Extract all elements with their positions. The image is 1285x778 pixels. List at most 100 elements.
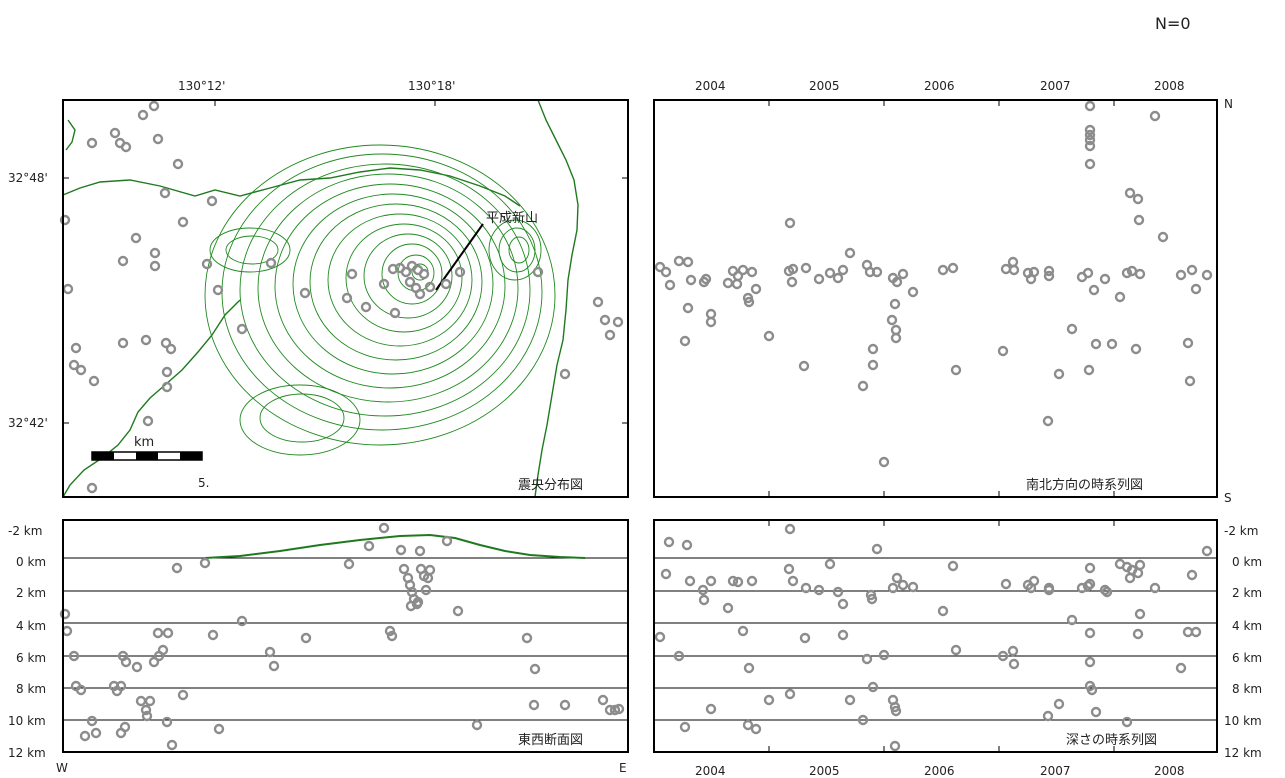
ns-event-marker (1043, 265, 1055, 277)
ns-event-marker (784, 217, 796, 229)
ns-frame (653, 99, 1218, 498)
depth-time-event-marker (997, 650, 1009, 662)
depth-time-event-marker (907, 581, 919, 593)
ns-event-marker (1088, 284, 1100, 296)
ns-event-marker (1149, 110, 1161, 122)
ns-event-marker (867, 343, 879, 355)
ew-event-marker (363, 540, 375, 552)
epicenter-map-panel: 130°12' 130°18' 32°48' 32°42' (8, 79, 629, 498)
ns-event-marker (682, 302, 694, 314)
depth-time-event-marker (697, 584, 709, 596)
epicenter-marker (109, 127, 121, 139)
ew-event-marker (144, 695, 156, 707)
dt-depth-label-0: 0 km (1232, 555, 1262, 569)
ns-event-marker (1083, 364, 1095, 376)
epicenter-marker (341, 292, 353, 304)
epicenter-marker (414, 288, 426, 300)
ns-event-marker (867, 359, 879, 371)
dt-depth-label-12: 12 km (1224, 746, 1262, 760)
ew-event-marker (268, 660, 280, 672)
volcano-pointer-line (435, 223, 484, 291)
ns-year-2004: 2004 (695, 79, 726, 93)
epicenter-marker (418, 268, 430, 280)
depth-time-event-marker (1186, 569, 1198, 581)
ns-event-marker (682, 256, 694, 268)
depth-time-event-marker (784, 688, 796, 700)
depth-time-events (654, 523, 1213, 752)
depth-time-event-marker (887, 582, 899, 594)
depth-time-event-marker (867, 681, 879, 693)
ns-event-marker (1134, 268, 1146, 280)
depth-time-event-marker (1099, 584, 1111, 596)
ew-event-marker (398, 563, 410, 575)
topographic-contours (204, 144, 556, 456)
ew-event-marker (131, 661, 143, 673)
ns-event-marker (1042, 415, 1054, 427)
ns-event-marker (832, 272, 844, 284)
ns-event-marker (1130, 343, 1142, 355)
ns-event-marker (1132, 193, 1144, 205)
depth-time-event-marker (937, 605, 949, 617)
depth-time-event-marker (897, 579, 909, 591)
ns-event-marker (798, 360, 810, 372)
depth-time-event-marker (1007, 645, 1019, 657)
depth-time-event-marker (673, 650, 685, 662)
ew-event-marker (236, 615, 248, 627)
epicenter-marker (389, 307, 401, 319)
ns-event-marker (786, 276, 798, 288)
epicenter-marker (360, 301, 372, 313)
ns-event-marker (705, 316, 717, 328)
epicenter-marker (592, 296, 604, 308)
ew-event-marker (424, 564, 436, 576)
epicenter-marker (159, 187, 171, 199)
depth-time-event-marker (742, 719, 754, 731)
ns-event-marker (1084, 100, 1096, 112)
ew-event-marker (414, 545, 426, 557)
dt-depth-label-6: 6 km (1232, 651, 1262, 665)
ns-event-marker (1084, 124, 1096, 136)
depth-time-event-marker (947, 560, 959, 572)
ew-depth-label-10: 10 km (8, 714, 46, 728)
depth-time-event-marker (1066, 614, 1078, 626)
ns-event-marker (878, 456, 890, 468)
depth-time-event-marker (861, 653, 873, 665)
ew-event-marker (120, 656, 132, 668)
scale-bar: km 5. (91, 435, 209, 490)
depth-time-event-marker (1082, 580, 1094, 592)
ns-event-marker (837, 264, 849, 276)
coastline-north (63, 167, 521, 207)
depth-time-event-marker (705, 703, 717, 715)
ew-event-marker (452, 605, 464, 617)
epicenter-marker (62, 283, 74, 295)
depth-time-event-marker (698, 594, 710, 606)
epicenter-marker (142, 415, 154, 427)
ns-event-marker (1201, 269, 1213, 281)
ew-event-marker (79, 730, 91, 742)
epicenter-marker (236, 323, 248, 335)
epicenter-marker (161, 366, 173, 378)
depth-time-event-marker (844, 694, 856, 706)
epicenter-marker (86, 137, 98, 149)
epicenter-marker (161, 381, 173, 393)
lat-label-1: 32°48' (8, 171, 48, 185)
depth-time-event-marker (763, 694, 775, 706)
depth-time-event-marker (705, 575, 717, 587)
epicenter-marker (440, 278, 452, 290)
epicenter-marker (206, 195, 218, 207)
coastline-west (63, 299, 241, 497)
epicenter-marker (265, 257, 277, 269)
dt-year-2008: 2008 (1154, 764, 1185, 778)
ns-event-marker (722, 277, 734, 289)
ew-frame (62, 519, 629, 753)
depth-time-event-marker (1084, 578, 1096, 590)
ns-event-marker (824, 267, 836, 279)
ns-event-marker (1106, 338, 1118, 350)
epicenter-marker (59, 214, 71, 226)
dt-depth-label-10: 10 km (1224, 714, 1262, 728)
ns-event-marker (743, 296, 755, 308)
epicenter-marker (117, 255, 129, 267)
east-label: E (619, 761, 627, 775)
depth-time-event-marker (1084, 562, 1096, 574)
ns-event-marker (857, 380, 869, 392)
ew-event-marker (613, 703, 625, 715)
